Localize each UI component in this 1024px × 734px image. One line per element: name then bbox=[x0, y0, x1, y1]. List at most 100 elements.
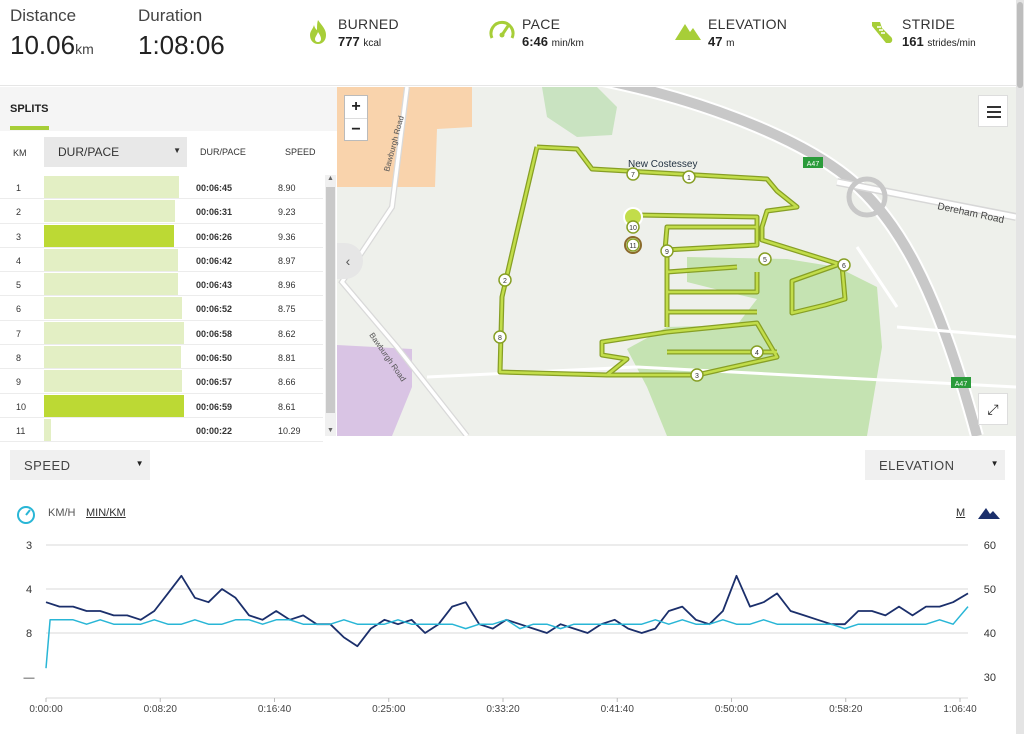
flame-icon bbox=[310, 20, 326, 44]
km-marker-label: 3 bbox=[695, 373, 699, 380]
split-row[interactable]: 11 00:00:22 10.29 bbox=[0, 418, 323, 443]
split-pace: 00:06:26 bbox=[196, 231, 233, 242]
burned-unit: kcal bbox=[363, 38, 382, 49]
zoom-out-button[interactable]: − bbox=[345, 118, 367, 140]
chart-canvas[interactable]: 60 3 50 4 40 8 30 — 0:00:00 0:08:20 0:16:40 0:25:00… bbox=[0, 530, 1016, 734]
split-row[interactable]: 9 00:06:57 8.66 bbox=[0, 369, 323, 394]
elevation-number: 47 bbox=[708, 34, 723, 49]
window-scrollbar[interactable] bbox=[1016, 0, 1024, 734]
km-marker[interactable] bbox=[758, 252, 772, 266]
km-marker[interactable] bbox=[750, 345, 764, 359]
left-axis-tick: 8 bbox=[26, 628, 32, 640]
split-km: 11 bbox=[16, 425, 26, 436]
scroll-down-icon[interactable]: ▼ bbox=[327, 427, 334, 434]
unit-m-toggle[interactable]: M bbox=[956, 507, 966, 519]
split-pace: 00:06:31 bbox=[196, 207, 233, 218]
unit-minkm-toggle[interactable]: MIN/KM bbox=[86, 507, 126, 519]
splits-tab-indicator bbox=[10, 126, 49, 130]
km-marker[interactable] bbox=[493, 330, 507, 344]
unit-kmh-toggle[interactable]: KM/H bbox=[48, 507, 76, 519]
zoom-control: + − bbox=[344, 95, 368, 141]
window-scrollbar-thumb[interactable] bbox=[1017, 2, 1023, 88]
splits-rows: 1 00:06:45 8.90 2 00:06:31 9.23 3 00:06:26 9.36 4… bbox=[0, 175, 323, 443]
km-marker[interactable] bbox=[498, 273, 512, 287]
x-axis-tick: 0:16:40 bbox=[258, 704, 292, 715]
km-marker-label: 7 bbox=[631, 172, 635, 179]
chevron-down-icon: ▼ bbox=[173, 146, 181, 155]
split-pace-bar bbox=[44, 176, 179, 198]
x-axis-tick: 0:25:00 bbox=[372, 704, 406, 715]
km-marker[interactable] bbox=[660, 244, 674, 258]
right-metric-select[interactable]: ELEVATION ▼ bbox=[865, 450, 1005, 480]
duration-stat: Duration 1:08:06 bbox=[138, 6, 225, 61]
split-row[interactable]: 10 00:06:59 8.61 bbox=[0, 394, 323, 418]
elevation-mountain-icon bbox=[978, 508, 1000, 519]
fullscreen-button[interactable]: ⤢ bbox=[978, 393, 1008, 425]
km-marker[interactable] bbox=[626, 238, 640, 252]
menu-icon bbox=[987, 106, 1001, 108]
duration-label: Duration bbox=[138, 6, 203, 25]
split-pace: 00:06:59 bbox=[196, 401, 233, 412]
shoe-icon bbox=[872, 22, 893, 43]
split-row[interactable]: 1 00:06:45 8.90 bbox=[0, 175, 323, 200]
split-km: 9 bbox=[16, 377, 22, 388]
x-axis-tick: 0:08:20 bbox=[144, 704, 178, 715]
km-marker[interactable] bbox=[626, 167, 640, 181]
splits-scrollbar[interactable]: ▲ ▼ bbox=[325, 175, 336, 436]
km-marker[interactable] bbox=[682, 170, 696, 184]
split-speed: 8.90 bbox=[278, 183, 296, 193]
km-marker[interactable] bbox=[626, 220, 640, 234]
map-canvas[interactable]: A47 A47 Dereham Road Bawburgh Road Bawbu… bbox=[337, 87, 1016, 436]
split-km: 10 bbox=[16, 401, 27, 412]
splits-tab[interactable]: SPLITS bbox=[10, 103, 49, 115]
split-row[interactable]: 3 00:06:26 9.36 bbox=[0, 224, 323, 248]
distance-value: 10.06km bbox=[10, 30, 94, 61]
km-marker[interactable] bbox=[690, 368, 704, 382]
split-row[interactable]: 5 00:06:43 8.96 bbox=[0, 272, 323, 297]
zoom-in-button[interactable]: + bbox=[351, 98, 361, 115]
stride-unit: strides/min bbox=[927, 38, 976, 49]
speed-elevation-chart[interactable]: 60 3 50 4 40 8 30 — 0:00:00 0:08:20 0:16:40 0:25:00… bbox=[0, 530, 1016, 734]
split-pace-bar bbox=[44, 370, 182, 393]
split-pace-bar bbox=[44, 200, 175, 223]
split-row[interactable]: 6 00:06:52 8.75 bbox=[0, 296, 323, 321]
split-row[interactable]: 7 00:06:58 8.62 bbox=[0, 321, 323, 346]
distance-unit: km bbox=[75, 41, 94, 57]
split-speed: 8.62 bbox=[278, 328, 296, 339]
split-row[interactable]: 2 00:06:31 9.23 bbox=[0, 199, 323, 224]
split-pace: 00:00:22 bbox=[196, 425, 233, 436]
a47-shield-1 bbox=[803, 157, 823, 168]
split-pace-bar bbox=[44, 346, 181, 369]
scroll-up-icon[interactable]: ▲ bbox=[327, 175, 334, 182]
km-marker-label: 10 bbox=[629, 225, 637, 232]
speed-series-line bbox=[45, 606, 969, 669]
splits-scrollbar-thumb[interactable] bbox=[326, 187, 335, 413]
route-map[interactable]: A47 A47 Dereham Road Bawburgh Road Bawbu… bbox=[337, 87, 1016, 436]
map-menu-button[interactable] bbox=[978, 95, 1008, 127]
km-marker-label: 2 bbox=[503, 278, 507, 285]
splits-metric-select[interactable]: DUR/PACE ▼ bbox=[44, 137, 187, 167]
elevation-metric: ELEVATION 47 m bbox=[674, 16, 787, 49]
split-pace-bar bbox=[44, 321, 184, 344]
split-pace: 00:06:58 bbox=[196, 328, 233, 339]
left-metric-select[interactable]: SPEED ▼ bbox=[10, 450, 150, 480]
split-km: 2 bbox=[16, 207, 22, 218]
stride-number: 161 bbox=[902, 34, 924, 49]
summary-header: Distance 10.06km Duration 1:08:06 BURNED… bbox=[0, 0, 1016, 86]
split-row[interactable]: 8 00:06:50 8.81 bbox=[0, 345, 323, 370]
col-pace-header: DUR/PACE bbox=[200, 147, 246, 157]
right-axis-tick: 40 bbox=[984, 628, 996, 640]
split-speed: 8.97 bbox=[278, 255, 296, 266]
split-speed: 8.96 bbox=[278, 280, 296, 291]
left-axis-tick: 4 bbox=[26, 584, 32, 596]
a47-shield-1-label: A47 bbox=[807, 161, 820, 168]
burned-number: 777 bbox=[338, 34, 360, 49]
split-km: 3 bbox=[16, 231, 22, 242]
split-km: 4 bbox=[16, 255, 22, 266]
km-marker[interactable] bbox=[837, 258, 851, 272]
split-speed: 9.23 bbox=[278, 207, 296, 218]
split-row[interactable]: 4 00:06:42 8.97 bbox=[0, 248, 323, 273]
elevation-value: 47 m bbox=[708, 34, 787, 49]
pace-unit: min/km bbox=[551, 38, 584, 49]
